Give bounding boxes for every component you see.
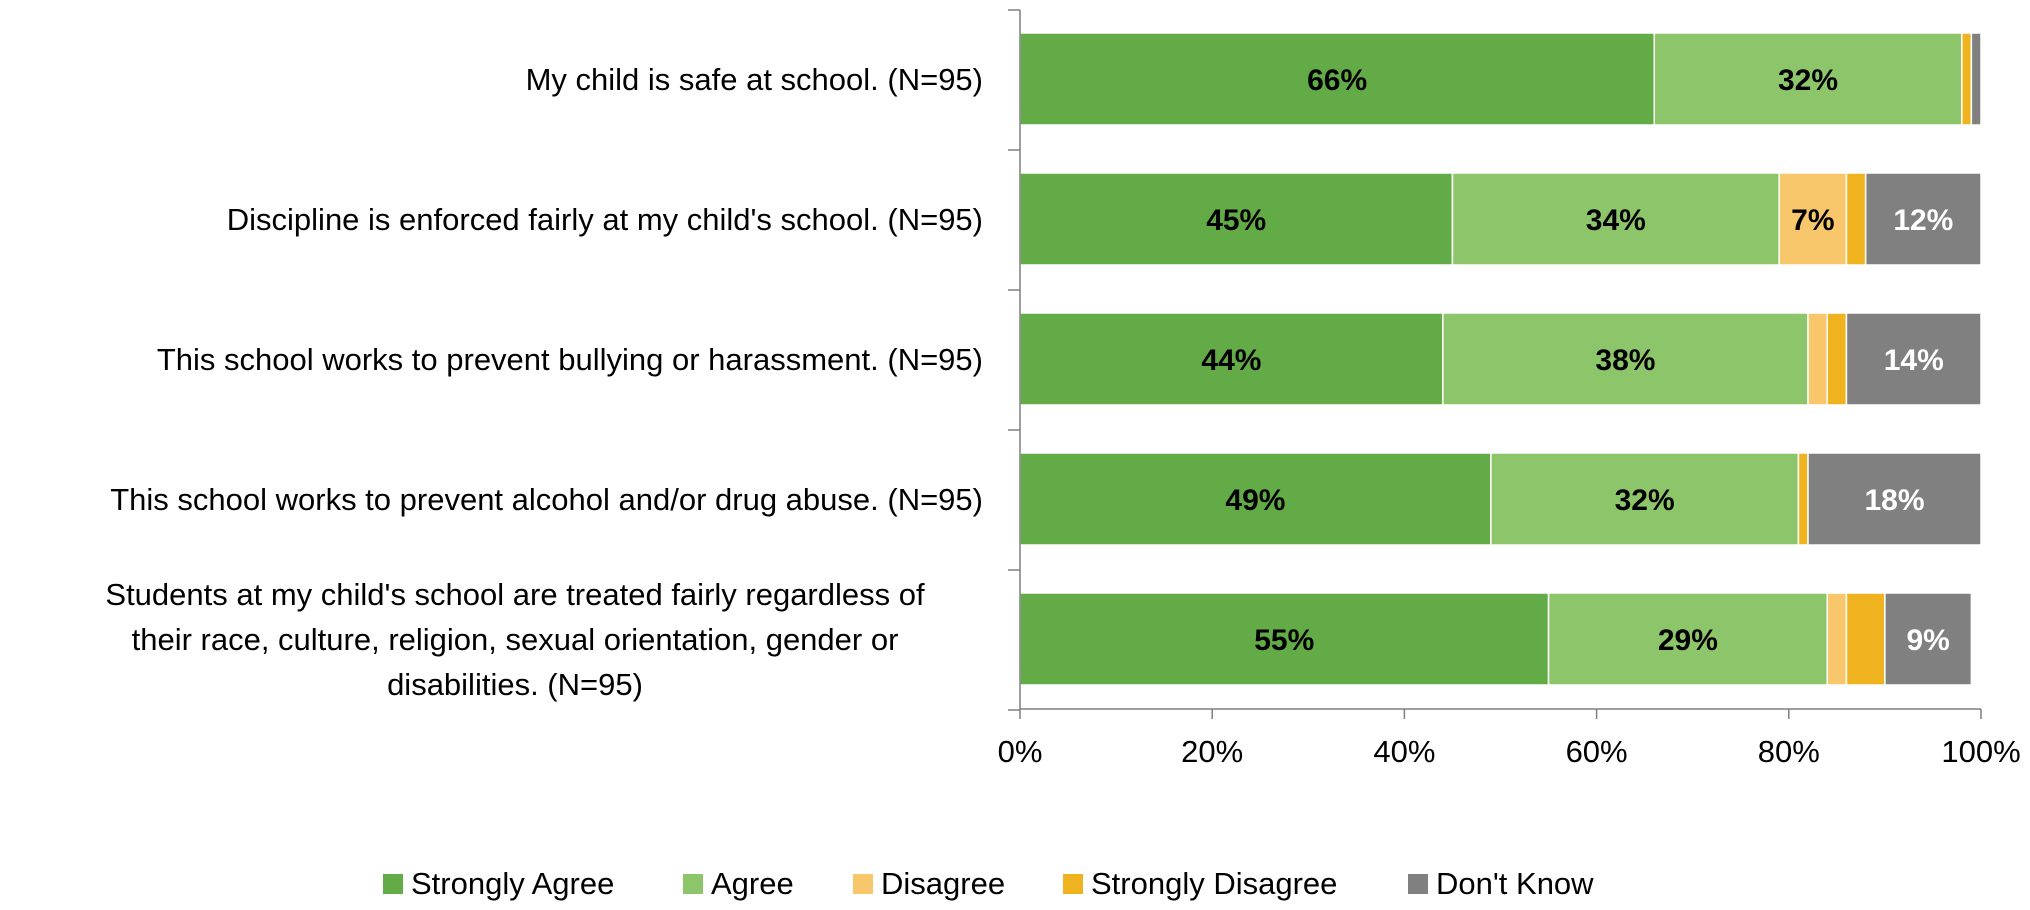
data-label: 66%	[1307, 64, 1367, 97]
data-label: 34%	[1586, 204, 1646, 237]
bar-segment	[1653, 32, 1963, 126]
bar-segment	[1442, 312, 1809, 406]
data-label: 9%	[1906, 624, 1949, 657]
bar-segment	[1019, 172, 1454, 266]
bar-segment	[1970, 32, 1982, 126]
axes-layer	[1008, 9, 1982, 719]
legend-swatch	[1063, 874, 1083, 894]
category-label: This school works to prevent alcohol and…	[110, 482, 983, 517]
bar-segment	[1019, 312, 1444, 406]
bar-segment	[1845, 312, 1982, 406]
data-label: 32%	[1778, 64, 1838, 97]
legend-label: Strongly Agree	[411, 866, 614, 901]
bar-segment	[1451, 172, 1780, 266]
bar-segment	[1019, 32, 1656, 126]
category-label: This school works to prevent bullying or…	[157, 342, 983, 377]
data-label: 49%	[1225, 484, 1285, 517]
legend-swatch	[683, 874, 703, 894]
legend: Strongly Agree Agree Disagree Strongly Disa…	[383, 866, 1594, 901]
bar-segment	[1797, 452, 1809, 546]
bar-segment	[1961, 32, 1973, 126]
category-label-line: their race, culture, religion, sexual or…	[132, 622, 899, 657]
bar-segment	[1807, 452, 1982, 546]
category-label: My child is safe at school. (N=95)	[526, 62, 983, 97]
bar-segment	[1778, 172, 1848, 266]
x-tick-label: 20%	[1181, 734, 1243, 769]
legend-swatch	[853, 874, 873, 894]
data-label: 44%	[1201, 344, 1261, 377]
data-label: 14%	[1884, 344, 1944, 377]
legend-swatch	[1408, 874, 1428, 894]
legend-label: Disagree	[881, 866, 1005, 901]
data-label: 45%	[1206, 204, 1266, 237]
data-label: 38%	[1595, 344, 1655, 377]
labels-layer: 66% 32% My child is safe at school. (N=95)…	[105, 62, 2020, 769]
data-label: 55%	[1254, 624, 1314, 657]
legend-swatch	[383, 874, 403, 894]
data-label: 7%	[1791, 204, 1834, 237]
legend-label: Agree	[711, 866, 794, 901]
data-label: 29%	[1658, 624, 1718, 657]
legend-label: Strongly Disagree	[1091, 866, 1337, 901]
legend-label: Don't Know	[1436, 866, 1594, 901]
bar-segment	[1826, 592, 1848, 686]
data-label: 18%	[1864, 484, 1924, 517]
data-label: 32%	[1615, 484, 1675, 517]
bar-segment	[1864, 172, 1982, 266]
bar-segment	[1019, 592, 1550, 686]
x-tick-label: 80%	[1758, 734, 1820, 769]
data-label: 12%	[1893, 204, 1953, 237]
bar-segment	[1547, 592, 1828, 686]
bar-segment	[1826, 312, 1848, 406]
x-tick-label: 100%	[1941, 734, 2020, 769]
bar-segment	[1019, 452, 1492, 546]
x-tick-label: 0%	[998, 734, 1043, 769]
bar-segment	[1807, 312, 1828, 406]
category-label-line: Students at my child's school are treate…	[105, 577, 925, 612]
x-tick-label: 60%	[1566, 734, 1628, 769]
category-label: Discipline is enforced fairly at my chil…	[227, 202, 983, 237]
bar-segment	[1845, 172, 1867, 266]
bar-segment	[1845, 592, 1886, 686]
bar-segment	[1884, 592, 1973, 686]
x-tick-label: 40%	[1373, 734, 1435, 769]
category-label-line: disabilities. (N=95)	[387, 667, 643, 702]
bars-layer	[1019, 32, 1982, 686]
